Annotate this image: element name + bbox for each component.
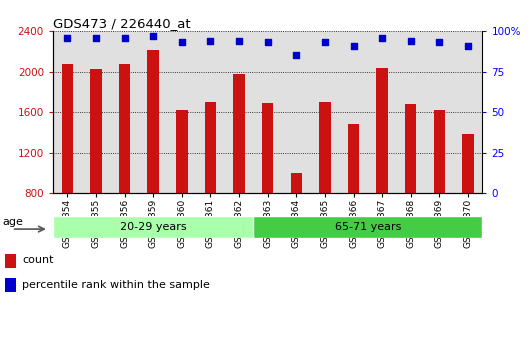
- Bar: [262, 103, 273, 193]
- Text: 65-71 years: 65-71 years: [334, 222, 401, 232]
- Point: [407, 38, 415, 43]
- Bar: [176, 110, 188, 193]
- Bar: [5, 254, 16, 268]
- Bar: [90, 69, 102, 193]
- Bar: [405, 104, 417, 193]
- Point: [464, 43, 472, 48]
- Point: [120, 35, 129, 40]
- Text: percentile rank within the sample: percentile rank within the sample: [22, 280, 210, 289]
- Point: [435, 40, 444, 45]
- Point: [178, 40, 186, 45]
- Point: [235, 38, 243, 43]
- Bar: [205, 102, 216, 193]
- Point: [149, 33, 157, 39]
- Text: age: age: [3, 217, 23, 227]
- Bar: [119, 64, 130, 193]
- Bar: [61, 64, 73, 193]
- Point: [378, 35, 386, 40]
- Point: [349, 43, 358, 48]
- Point: [206, 38, 215, 43]
- Text: count: count: [22, 256, 54, 265]
- Text: 20-29 years: 20-29 years: [120, 222, 187, 232]
- Bar: [5, 278, 16, 292]
- Bar: [434, 110, 445, 193]
- Text: GDS473 / 226440_at: GDS473 / 226440_at: [53, 17, 191, 30]
- Point: [292, 52, 301, 58]
- Bar: [233, 73, 245, 193]
- Bar: [376, 68, 388, 193]
- Bar: [462, 135, 474, 193]
- Bar: [348, 124, 359, 193]
- Point: [263, 40, 272, 45]
- Bar: [253, 216, 482, 238]
- Bar: [290, 173, 302, 193]
- Bar: [147, 50, 159, 193]
- Bar: [53, 216, 253, 238]
- Point: [63, 35, 72, 40]
- Point: [92, 35, 100, 40]
- Point: [321, 40, 329, 45]
- Bar: [319, 102, 331, 193]
